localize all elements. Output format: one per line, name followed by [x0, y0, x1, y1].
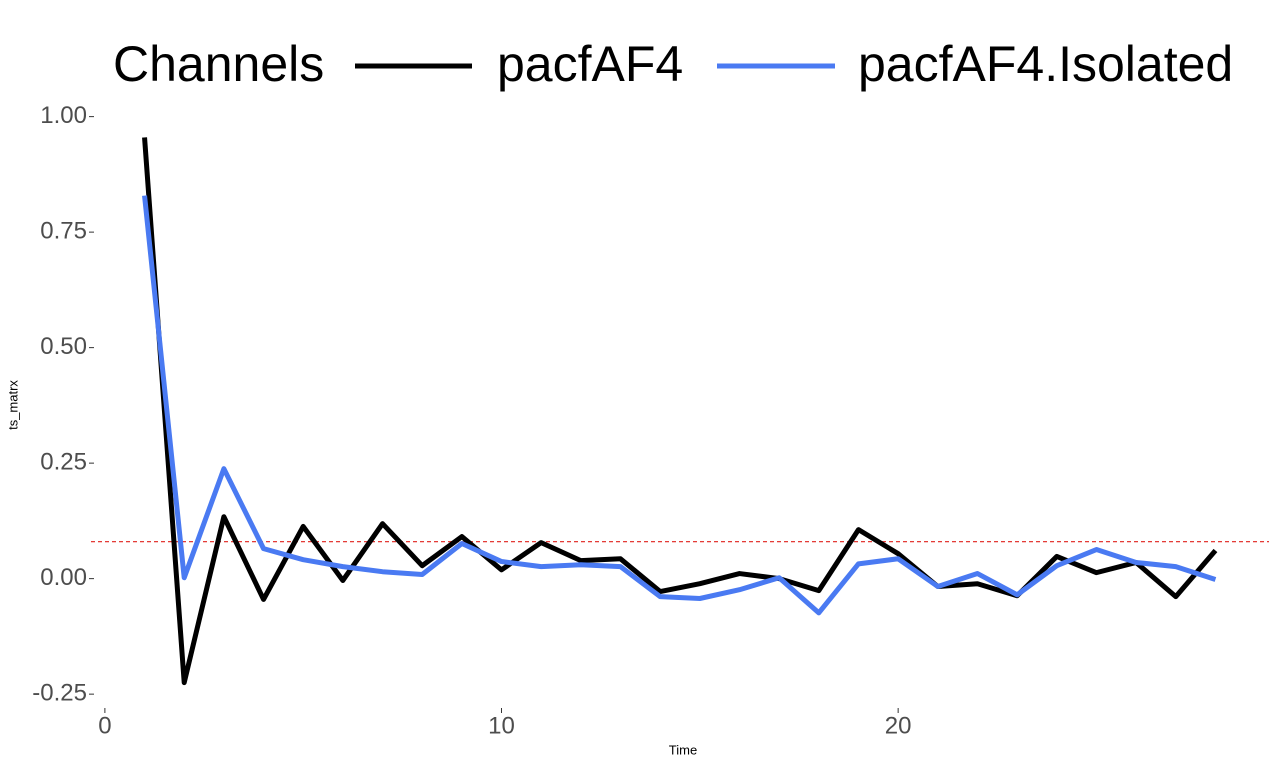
- legend-title: Channels: [113, 36, 324, 92]
- series-line: [142, 137, 1218, 686]
- x-tick-label: 20: [885, 712, 912, 739]
- y-tick-label: 0.25: [40, 448, 87, 475]
- x-axis-label: Time: [669, 742, 697, 757]
- y-axis-label: ts_matrx: [5, 380, 20, 430]
- x-tick-label: 0: [98, 712, 111, 739]
- series-line: [142, 195, 1217, 616]
- y-tick-label: 0.75: [40, 217, 87, 244]
- legend-label: pacfAF4: [497, 36, 683, 92]
- y-tick-label: 1.00: [40, 102, 87, 129]
- y-tick-label: 0.00: [40, 564, 87, 591]
- legend-label: pacfAF4.Isolated: [858, 36, 1233, 92]
- y-tick-label: -0.25: [32, 679, 87, 706]
- y-tick-label: 0.50: [40, 333, 87, 360]
- x-tick-label: 10: [488, 712, 515, 739]
